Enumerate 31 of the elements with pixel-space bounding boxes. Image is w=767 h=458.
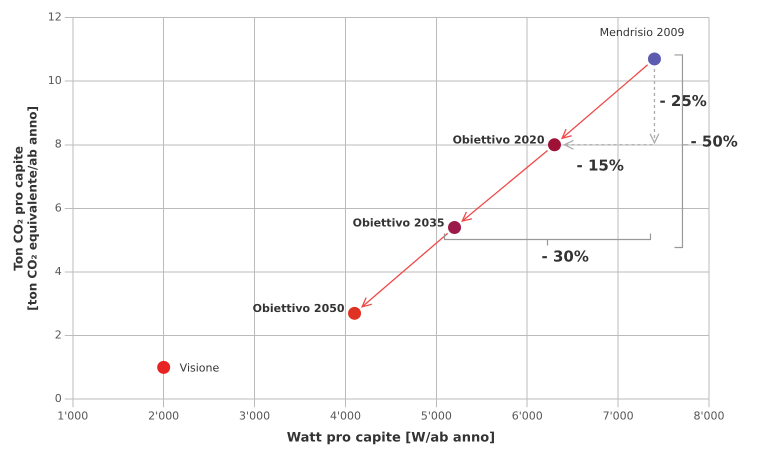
point — [348, 306, 362, 320]
x-tick-label: 8'000 — [693, 410, 725, 423]
point — [448, 220, 462, 234]
x-tick-label: 6'000 — [512, 410, 543, 423]
annotation: - 25% — [659, 92, 707, 110]
annotation: - 30% — [541, 247, 589, 266]
x-axis-title: Watt pro capite [W/ab anno] — [286, 430, 496, 446]
y-tick-label: 12 — [48, 10, 62, 24]
series-label: Obiettivo 2050 — [252, 302, 345, 316]
x-tick-label: 1'000 — [57, 410, 88, 423]
x-tick-label: 4'000 — [330, 410, 361, 423]
y-tick-label: 0 — [54, 392, 62, 406]
point — [157, 360, 170, 374]
y-tick-label: 2 — [54, 328, 62, 342]
point — [548, 138, 561, 152]
point — [648, 52, 661, 66]
y-tick-label: 4 — [54, 264, 62, 278]
x-tick-label: 2'000 — [148, 410, 180, 423]
y-axis-title: Ton CO₂ pro capite [ton CO₂ equivalente/ab anno] — [11, 106, 40, 311]
annotation: - 15% — [576, 156, 624, 175]
text: Mendrisio 2009 — [600, 26, 684, 39]
x-tick-label: 5'000 — [420, 410, 452, 423]
series-label: Visione — [180, 361, 220, 374]
x-tick-label: 7'000 — [602, 410, 634, 423]
series-label: Obiettivo 2035 — [352, 216, 445, 230]
y-tick-label: 10 — [48, 74, 62, 88]
annotation: - 50% — [690, 132, 738, 151]
y-tick-label: 6 — [54, 201, 62, 214]
y-tick-label: 8 — [54, 138, 62, 151]
series-label: Obiettivo 2020 — [452, 134, 545, 147]
x-tick-label: 3'000 — [239, 410, 270, 423]
